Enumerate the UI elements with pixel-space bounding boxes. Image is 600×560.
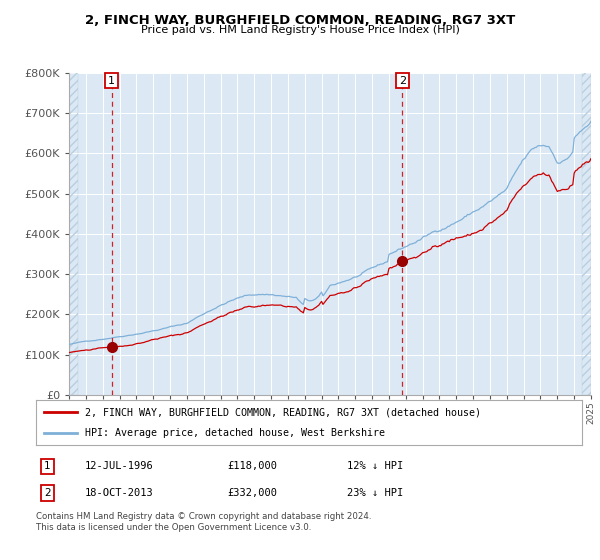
Text: £332,000: £332,000 <box>227 488 277 498</box>
Text: HPI: Average price, detached house, West Berkshire: HPI: Average price, detached house, West… <box>85 428 385 438</box>
Text: 2: 2 <box>399 76 406 86</box>
Bar <box>582 73 591 395</box>
Text: 2: 2 <box>44 488 51 498</box>
Text: Contains HM Land Registry data © Crown copyright and database right 2024.
This d: Contains HM Land Registry data © Crown c… <box>36 512 371 532</box>
Text: 12-JUL-1996: 12-JUL-1996 <box>85 461 154 472</box>
Text: 18-OCT-2013: 18-OCT-2013 <box>85 488 154 498</box>
Text: 1: 1 <box>108 76 115 86</box>
Text: 2, FINCH WAY, BURGHFIELD COMMON, READING, RG7 3XT: 2, FINCH WAY, BURGHFIELD COMMON, READING… <box>85 14 515 27</box>
Text: 1: 1 <box>44 461 51 472</box>
Text: £118,000: £118,000 <box>227 461 277 472</box>
Text: 2, FINCH WAY, BURGHFIELD COMMON, READING, RG7 3XT (detached house): 2, FINCH WAY, BURGHFIELD COMMON, READING… <box>85 408 481 418</box>
Text: 23% ↓ HPI: 23% ↓ HPI <box>347 488 403 498</box>
Text: Price paid vs. HM Land Registry's House Price Index (HPI): Price paid vs. HM Land Registry's House … <box>140 25 460 35</box>
Bar <box>69 73 78 395</box>
Text: 12% ↓ HPI: 12% ↓ HPI <box>347 461 403 472</box>
